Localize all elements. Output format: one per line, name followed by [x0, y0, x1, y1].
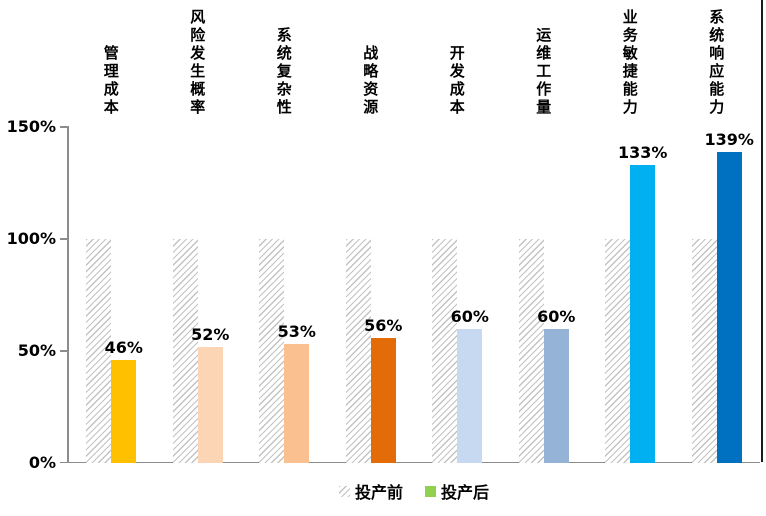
category-label: 运维工作量 [534, 27, 553, 117]
y-axis-tick-label: 0% [28, 453, 56, 472]
bar-before [605, 239, 631, 463]
bar-after [716, 151, 742, 463]
legend-before-label: 投产前 [354, 483, 403, 502]
y-axis-line [67, 126, 69, 463]
y-axis-tick [60, 238, 68, 240]
bar-after [197, 346, 223, 463]
legend-before-swatch [338, 485, 350, 497]
y-axis-tick-label: 50% [17, 341, 56, 360]
category-label: 系统响应能力 [707, 9, 726, 117]
bar-after [543, 328, 569, 463]
bar-after [111, 359, 137, 463]
data-label: 52% [191, 324, 230, 344]
category-label: 风险发生概率 [188, 9, 207, 117]
legend-item-before: 投产前 [338, 479, 403, 503]
data-label: 60% [537, 306, 576, 326]
y-axis-tick [60, 350, 68, 352]
bar-after [370, 337, 396, 463]
data-label: 46% [104, 337, 143, 357]
data-label: 133% [618, 143, 668, 163]
data-label: 53% [277, 322, 316, 342]
category-label: 开发成本 [447, 45, 466, 117]
category-label: 管理成本 [101, 45, 120, 117]
category-label: 战略资源 [361, 45, 380, 117]
y-axis-tick-label: 150% [6, 117, 56, 136]
data-label: 139% [704, 129, 754, 149]
bar-before [86, 239, 112, 463]
data-label: 60% [450, 306, 489, 326]
data-label: 56% [364, 315, 403, 335]
bar-after [457, 328, 483, 463]
x-axis-line [60, 461, 760, 463]
bar-before [172, 239, 198, 463]
bar-before [432, 239, 458, 463]
category-label: 业务敏捷能力 [620, 9, 639, 117]
bar-after [284, 344, 310, 463]
legend: 投产前 投产后 [68, 479, 760, 503]
category-label: 系统复杂性 [274, 27, 293, 117]
legend-after-swatch [425, 485, 436, 497]
bar-before [259, 239, 285, 463]
legend-after-label: 投产后 [441, 483, 490, 502]
bar-after [630, 165, 656, 463]
bar-before [518, 239, 544, 463]
y-axis-tick-label: 100% [6, 229, 56, 248]
bar-before [691, 239, 717, 463]
legend-item-after: 投产后 [425, 479, 489, 503]
bar-before [345, 239, 371, 463]
right-border-line [761, 0, 763, 462]
y-axis-tick [60, 126, 68, 128]
